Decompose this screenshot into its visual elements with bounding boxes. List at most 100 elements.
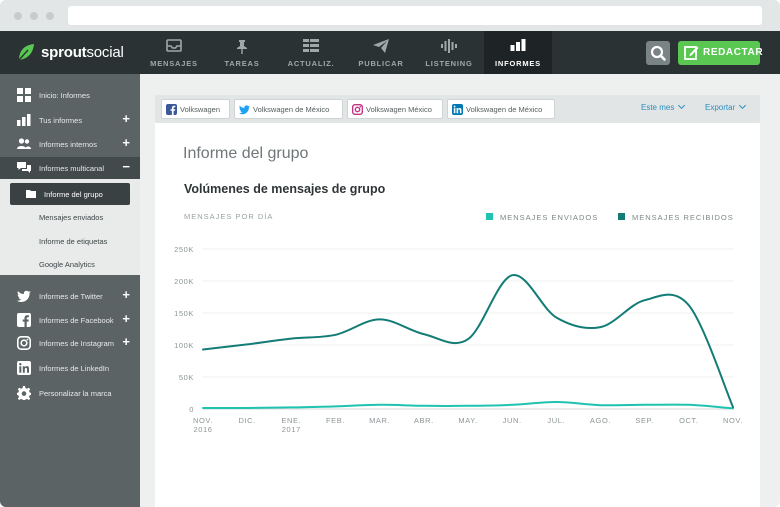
nav-publicar[interactable]: PUBLICAR: [350, 31, 412, 74]
sidebar-item-tus-informes[interactable]: Tus informes +: [0, 109, 140, 131]
search-icon: [650, 45, 666, 61]
brand-name: sproutsocial: [41, 43, 124, 61]
facebook-icon: [166, 104, 177, 115]
export-label: Exportar: [705, 103, 736, 112]
collapse-icon[interactable]: −: [122, 159, 130, 174]
twitter-icon: [239, 104, 250, 115]
search-button[interactable]: [646, 41, 670, 65]
y-tick-label: 0: [189, 405, 194, 414]
facebook-icon: [17, 313, 31, 327]
profile-filter-bar: Volkswagen Volkswagen de México Volkswag…: [155, 95, 760, 123]
x-tick-label: NOV.: [723, 416, 743, 425]
leaf-logo-icon: [18, 44, 34, 61]
series-line-recibidos: [202, 274, 734, 409]
send-icon: [373, 39, 389, 53]
legend-swatch: [618, 213, 625, 220]
nav-informes-label: INFORMES: [495, 59, 541, 68]
series-line-enviados: [202, 400, 734, 410]
sidebar-subitem-google-analytics[interactable]: Google Analytics: [0, 253, 140, 275]
sidebar-item-personalizar-marca[interactable]: Personalizar la marca: [0, 382, 140, 404]
nav-publicar-label: PUBLICAR: [358, 59, 404, 68]
linkedin-icon: [452, 104, 463, 115]
sidebar-submenu: Informe del grupo Mensajes enviados Info…: [0, 179, 140, 275]
nav-mensajes[interactable]: MENSAJES: [143, 31, 205, 74]
sidebar-item-inicio[interactable]: Inicio: Informes: [0, 84, 140, 106]
profile-chip-linkedin[interactable]: Volkswagen de México: [447, 99, 555, 119]
dashboard-icon: [17, 88, 31, 102]
sidebar: Inicio: Informes Tus informes + Informes…: [0, 74, 140, 507]
nav-actualiz-label: ACTUALIZ.: [287, 59, 335, 68]
sidebar-item-linkedin[interactable]: Informes de LinkedIn: [0, 357, 140, 379]
nav-mensajes-label: MENSAJES: [150, 59, 198, 68]
add-icon[interactable]: +: [122, 135, 130, 150]
y-tick-label: 250K: [174, 245, 194, 254]
x-tick-label: OCT.: [679, 416, 698, 425]
x-tick-label: 2016: [193, 425, 212, 434]
nav-informes[interactable]: INFORMES: [484, 31, 552, 74]
report-title: Informe del grupo: [183, 145, 309, 162]
profile-chip-instagram[interactable]: Volkswagen México: [347, 99, 443, 119]
sidebar-subitem-label: Google Analytics: [39, 260, 95, 269]
x-tick-label: MAR.: [369, 416, 390, 425]
sidebar-item-label: Informes de Twitter: [39, 292, 103, 301]
sidebar-item-facebook[interactable]: Informes de Facebook +: [0, 309, 140, 331]
x-tick-label: SEP.: [635, 416, 654, 425]
y-axis-caption: MENSAJES POR DÍA: [184, 212, 274, 221]
export-dropdown[interactable]: Exportar: [705, 101, 747, 112]
nav-listening[interactable]: LISTENING: [418, 31, 480, 74]
profile-chip-facebook[interactable]: Volkswagen: [161, 99, 230, 119]
profile-chip-label: Volkswagen de México: [466, 105, 543, 114]
y-tick-label: 100K: [174, 341, 194, 350]
date-range-dropdown[interactable]: Este mes: [641, 101, 686, 112]
compose-label: REDACTAR: [703, 47, 764, 58]
add-icon[interactable]: +: [122, 311, 130, 326]
inbox-icon: [166, 39, 182, 52]
y-tick-label: 200K: [174, 277, 194, 286]
pin-icon: [237, 40, 247, 54]
profile-chip-label: Volkswagen México: [366, 105, 432, 114]
brand-logo[interactable]: sproutsocial: [16, 40, 124, 64]
compose-button[interactable]: REDACTAR: [678, 41, 764, 65]
instagram-icon: [17, 336, 31, 350]
waveform-icon: [441, 39, 457, 53]
bar-chart-icon: [17, 114, 31, 126]
sidebar-subitem-mensajes-enviados[interactable]: Mensajes enviados: [0, 206, 140, 228]
add-icon[interactable]: +: [122, 334, 130, 349]
linkedin-icon: [17, 361, 31, 375]
sidebar-item-informes-multicanal[interactable]: Informes multicanal −: [0, 157, 140, 179]
sidebar-item-label: Informes de Instagram: [39, 339, 115, 348]
browser-chrome: [0, 0, 780, 31]
sidebar-item-label: Inicio: Informes: [39, 91, 90, 100]
grid-icon: [303, 39, 319, 52]
sidebar-item-label: Informes de Facebook: [39, 316, 114, 325]
legend-item-enviados[interactable]: MENSAJES ENVIADOS: [486, 213, 598, 222]
profile-chip-twitter[interactable]: Volkswagen de México: [234, 99, 343, 119]
compose-icon: [684, 46, 699, 60]
legend-label: MENSAJES RECIBIDOS: [632, 213, 734, 222]
add-icon[interactable]: +: [122, 111, 130, 126]
sidebar-subitem-informe-del-grupo[interactable]: Informe del grupo: [10, 183, 130, 205]
window-close-dot[interactable]: [14, 12, 22, 20]
x-tick-label: JUN.: [503, 416, 522, 425]
sidebar-item-informes-internos[interactable]: Informes internos +: [0, 133, 140, 155]
add-icon[interactable]: +: [122, 287, 130, 302]
nav-tareas-label: TAREAS: [224, 59, 260, 68]
sidebar-item-label: Tus informes: [39, 116, 83, 125]
chat-icon: [17, 162, 31, 173]
sidebar-item-label: Informes internos: [39, 140, 97, 149]
sidebar-item-twitter[interactable]: Informes de Twitter +: [0, 285, 140, 307]
sidebar-item-instagram[interactable]: Informes de Instagram +: [0, 332, 140, 354]
sidebar-subitem-informe-etiquetas[interactable]: Informe de etiquetas: [0, 230, 140, 252]
window-maximize-dot[interactable]: [46, 12, 54, 20]
legend-item-recibidos[interactable]: MENSAJES RECIBIDOS: [618, 213, 734, 222]
address-bar[interactable]: [68, 6, 762, 25]
instagram-icon: [351, 103, 364, 116]
nav-tareas[interactable]: TAREAS: [211, 31, 273, 74]
y-tick-label: 150K: [174, 309, 194, 318]
window-minimize-dot[interactable]: [30, 12, 38, 20]
nav-actualiz[interactable]: ACTUALIZ.: [280, 31, 342, 74]
sidebar-subitem-label: Mensajes enviados: [39, 213, 104, 222]
x-tick-label: 2017: [282, 425, 301, 434]
